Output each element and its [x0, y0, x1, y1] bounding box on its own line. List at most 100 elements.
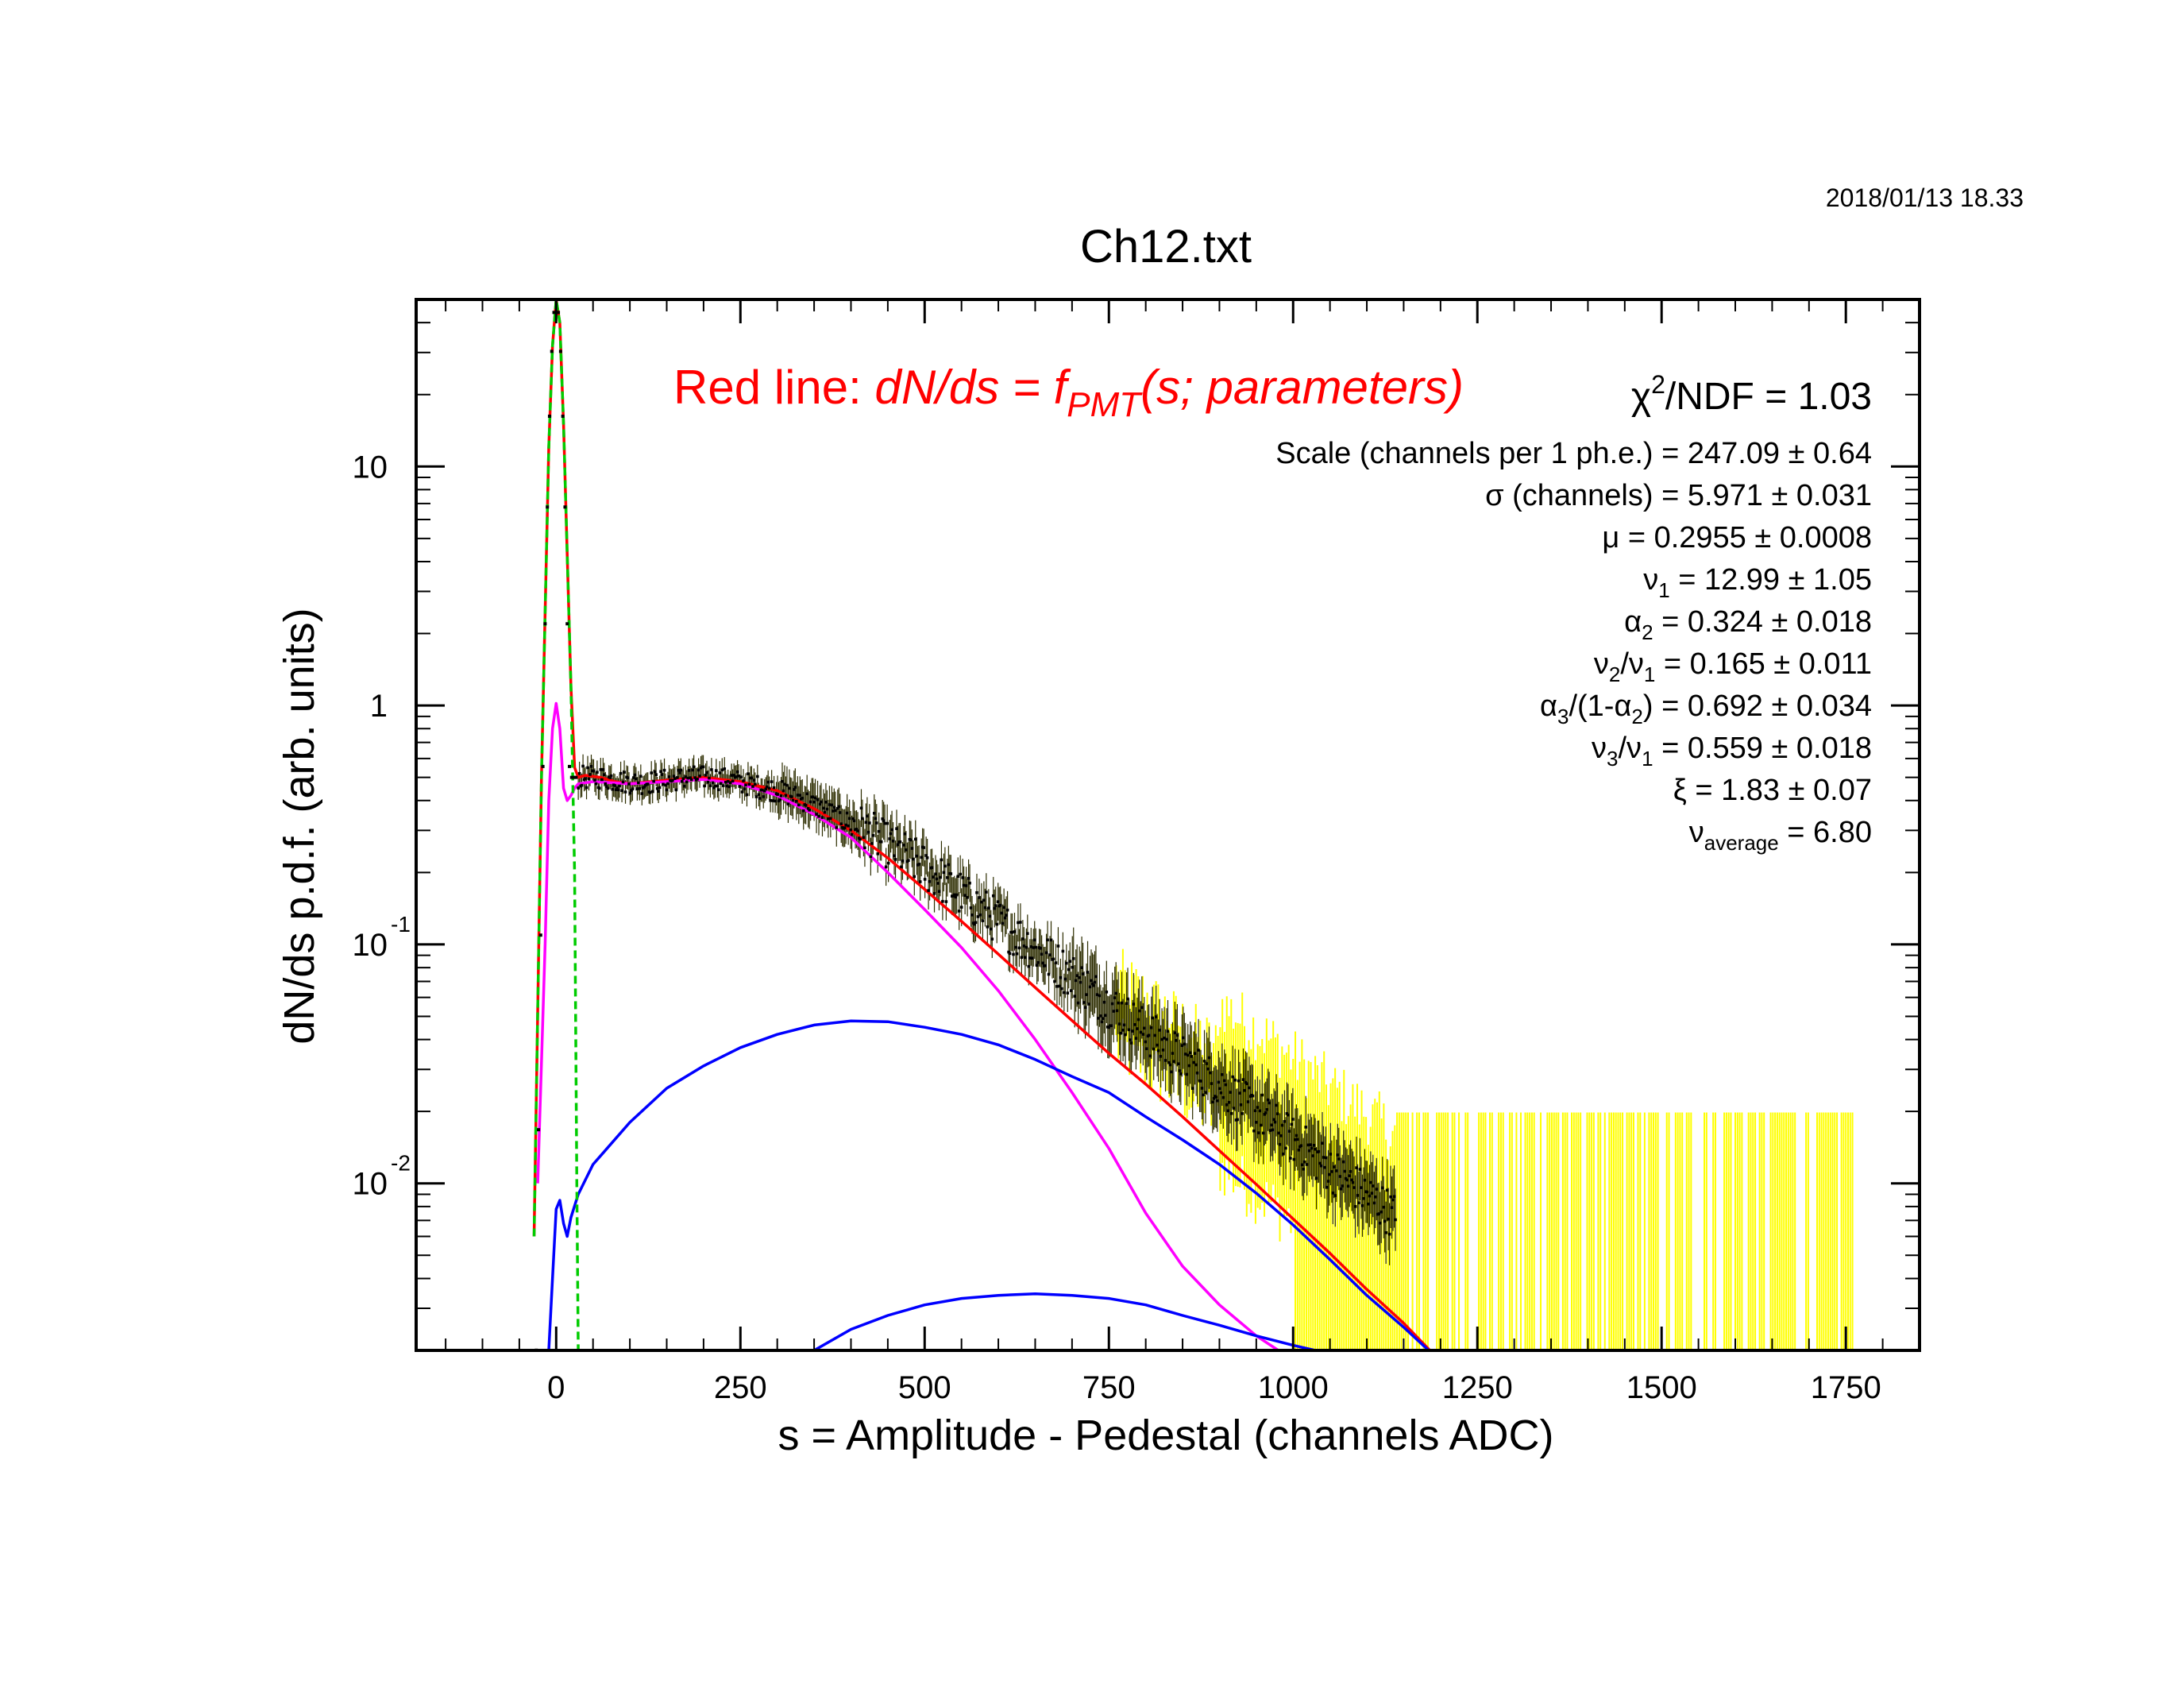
data-point — [1302, 1160, 1306, 1164]
data-point — [849, 828, 852, 832]
data-point — [1187, 1064, 1191, 1068]
data-point — [1263, 1113, 1267, 1116]
data-point — [1205, 1062, 1209, 1065]
data-point — [735, 770, 739, 774]
data-point — [1294, 1138, 1297, 1141]
data-point — [762, 789, 766, 793]
data-point — [594, 782, 598, 786]
data-point — [586, 766, 589, 770]
data-point — [1105, 990, 1109, 994]
data-point — [1326, 1180, 1330, 1183]
data-point — [1178, 1069, 1182, 1072]
data-point — [1360, 1204, 1364, 1207]
data-point — [1154, 1015, 1158, 1018]
data-point — [1078, 975, 1081, 979]
data-point — [754, 795, 758, 798]
data-point — [704, 774, 708, 777]
data-point — [1265, 1107, 1269, 1111]
data-point — [678, 771, 681, 774]
data-point — [701, 765, 705, 769]
data-point — [1122, 1023, 1126, 1027]
data-point — [1384, 1231, 1387, 1234]
data-point — [1317, 1149, 1321, 1153]
data-point — [1152, 1047, 1156, 1051]
data-point — [988, 914, 992, 918]
data-point — [1211, 1100, 1214, 1104]
data-point — [1098, 994, 1102, 998]
data-point — [901, 859, 905, 863]
data-point — [1014, 945, 1017, 949]
data-point — [1124, 1033, 1127, 1037]
data-point — [806, 806, 810, 810]
data-point — [796, 794, 800, 797]
data-point — [1271, 1128, 1275, 1132]
data-point — [798, 794, 802, 797]
data-point — [843, 826, 847, 830]
fit-parameter-line: α2 = 0.324 ± 0.018 — [1624, 605, 1872, 644]
data-point — [1069, 989, 1073, 992]
data-point — [1005, 914, 1008, 917]
data-point — [1136, 1027, 1139, 1030]
fit-parameter-line: ξ = 1.83 ± 0.07 — [1673, 774, 1872, 807]
data-point — [1071, 957, 1075, 960]
data-point — [1129, 1041, 1133, 1045]
data-point — [631, 787, 635, 791]
data-point — [859, 806, 863, 810]
data-point — [599, 768, 603, 771]
data-point — [804, 804, 808, 807]
data-point — [861, 817, 864, 821]
data-point — [964, 884, 968, 887]
data-point — [1019, 921, 1022, 924]
param-symbol: ν — [1689, 816, 1704, 849]
data-point — [1074, 979, 1078, 983]
data-point — [1241, 1112, 1244, 1115]
data-point — [900, 865, 903, 869]
data-point — [909, 838, 913, 842]
data-point — [834, 809, 837, 813]
data-point — [876, 852, 880, 856]
fit-curve — [547, 1019, 1431, 1350]
data-point — [637, 781, 640, 785]
param-value: = 0.559 ± 0.018 — [1653, 732, 1872, 765]
data-point — [813, 796, 817, 800]
data-point — [946, 876, 949, 879]
data-point — [944, 900, 948, 903]
data-point — [1032, 938, 1036, 942]
data-point — [740, 790, 744, 794]
data-point — [898, 840, 902, 844]
data-point — [1044, 964, 1047, 968]
data-point — [1156, 1043, 1159, 1047]
data-point — [956, 875, 960, 878]
data-point — [614, 788, 618, 791]
data-point — [698, 774, 701, 778]
data-point — [760, 788, 764, 792]
data-point — [686, 776, 690, 780]
param-mid: /ν — [1620, 647, 1644, 681]
data-point — [627, 782, 631, 786]
data-point — [776, 793, 779, 796]
y-tick-label: 1 — [370, 689, 388, 724]
data-point — [1318, 1161, 1322, 1165]
data-point — [935, 877, 939, 881]
data-point — [982, 898, 986, 902]
data-point — [1314, 1176, 1318, 1180]
data-point — [1017, 921, 1020, 925]
data-point — [615, 786, 619, 790]
data-point — [1385, 1188, 1389, 1192]
data-point — [1258, 1109, 1262, 1113]
data-point — [1212, 1097, 1216, 1100]
data-point — [725, 784, 729, 788]
data-point — [866, 814, 869, 818]
data-point — [910, 847, 914, 850]
data-point — [1017, 946, 1021, 950]
y-tick-exponent: -2 — [391, 1151, 411, 1176]
data-point — [1358, 1168, 1362, 1171]
y-tick-label: 10 — [353, 928, 388, 963]
data-point — [835, 806, 839, 810]
data-point — [805, 792, 808, 796]
data-point — [1153, 1033, 1156, 1037]
data-point — [1156, 1049, 1160, 1053]
data-point — [1325, 1185, 1329, 1189]
data-point — [1010, 930, 1014, 934]
